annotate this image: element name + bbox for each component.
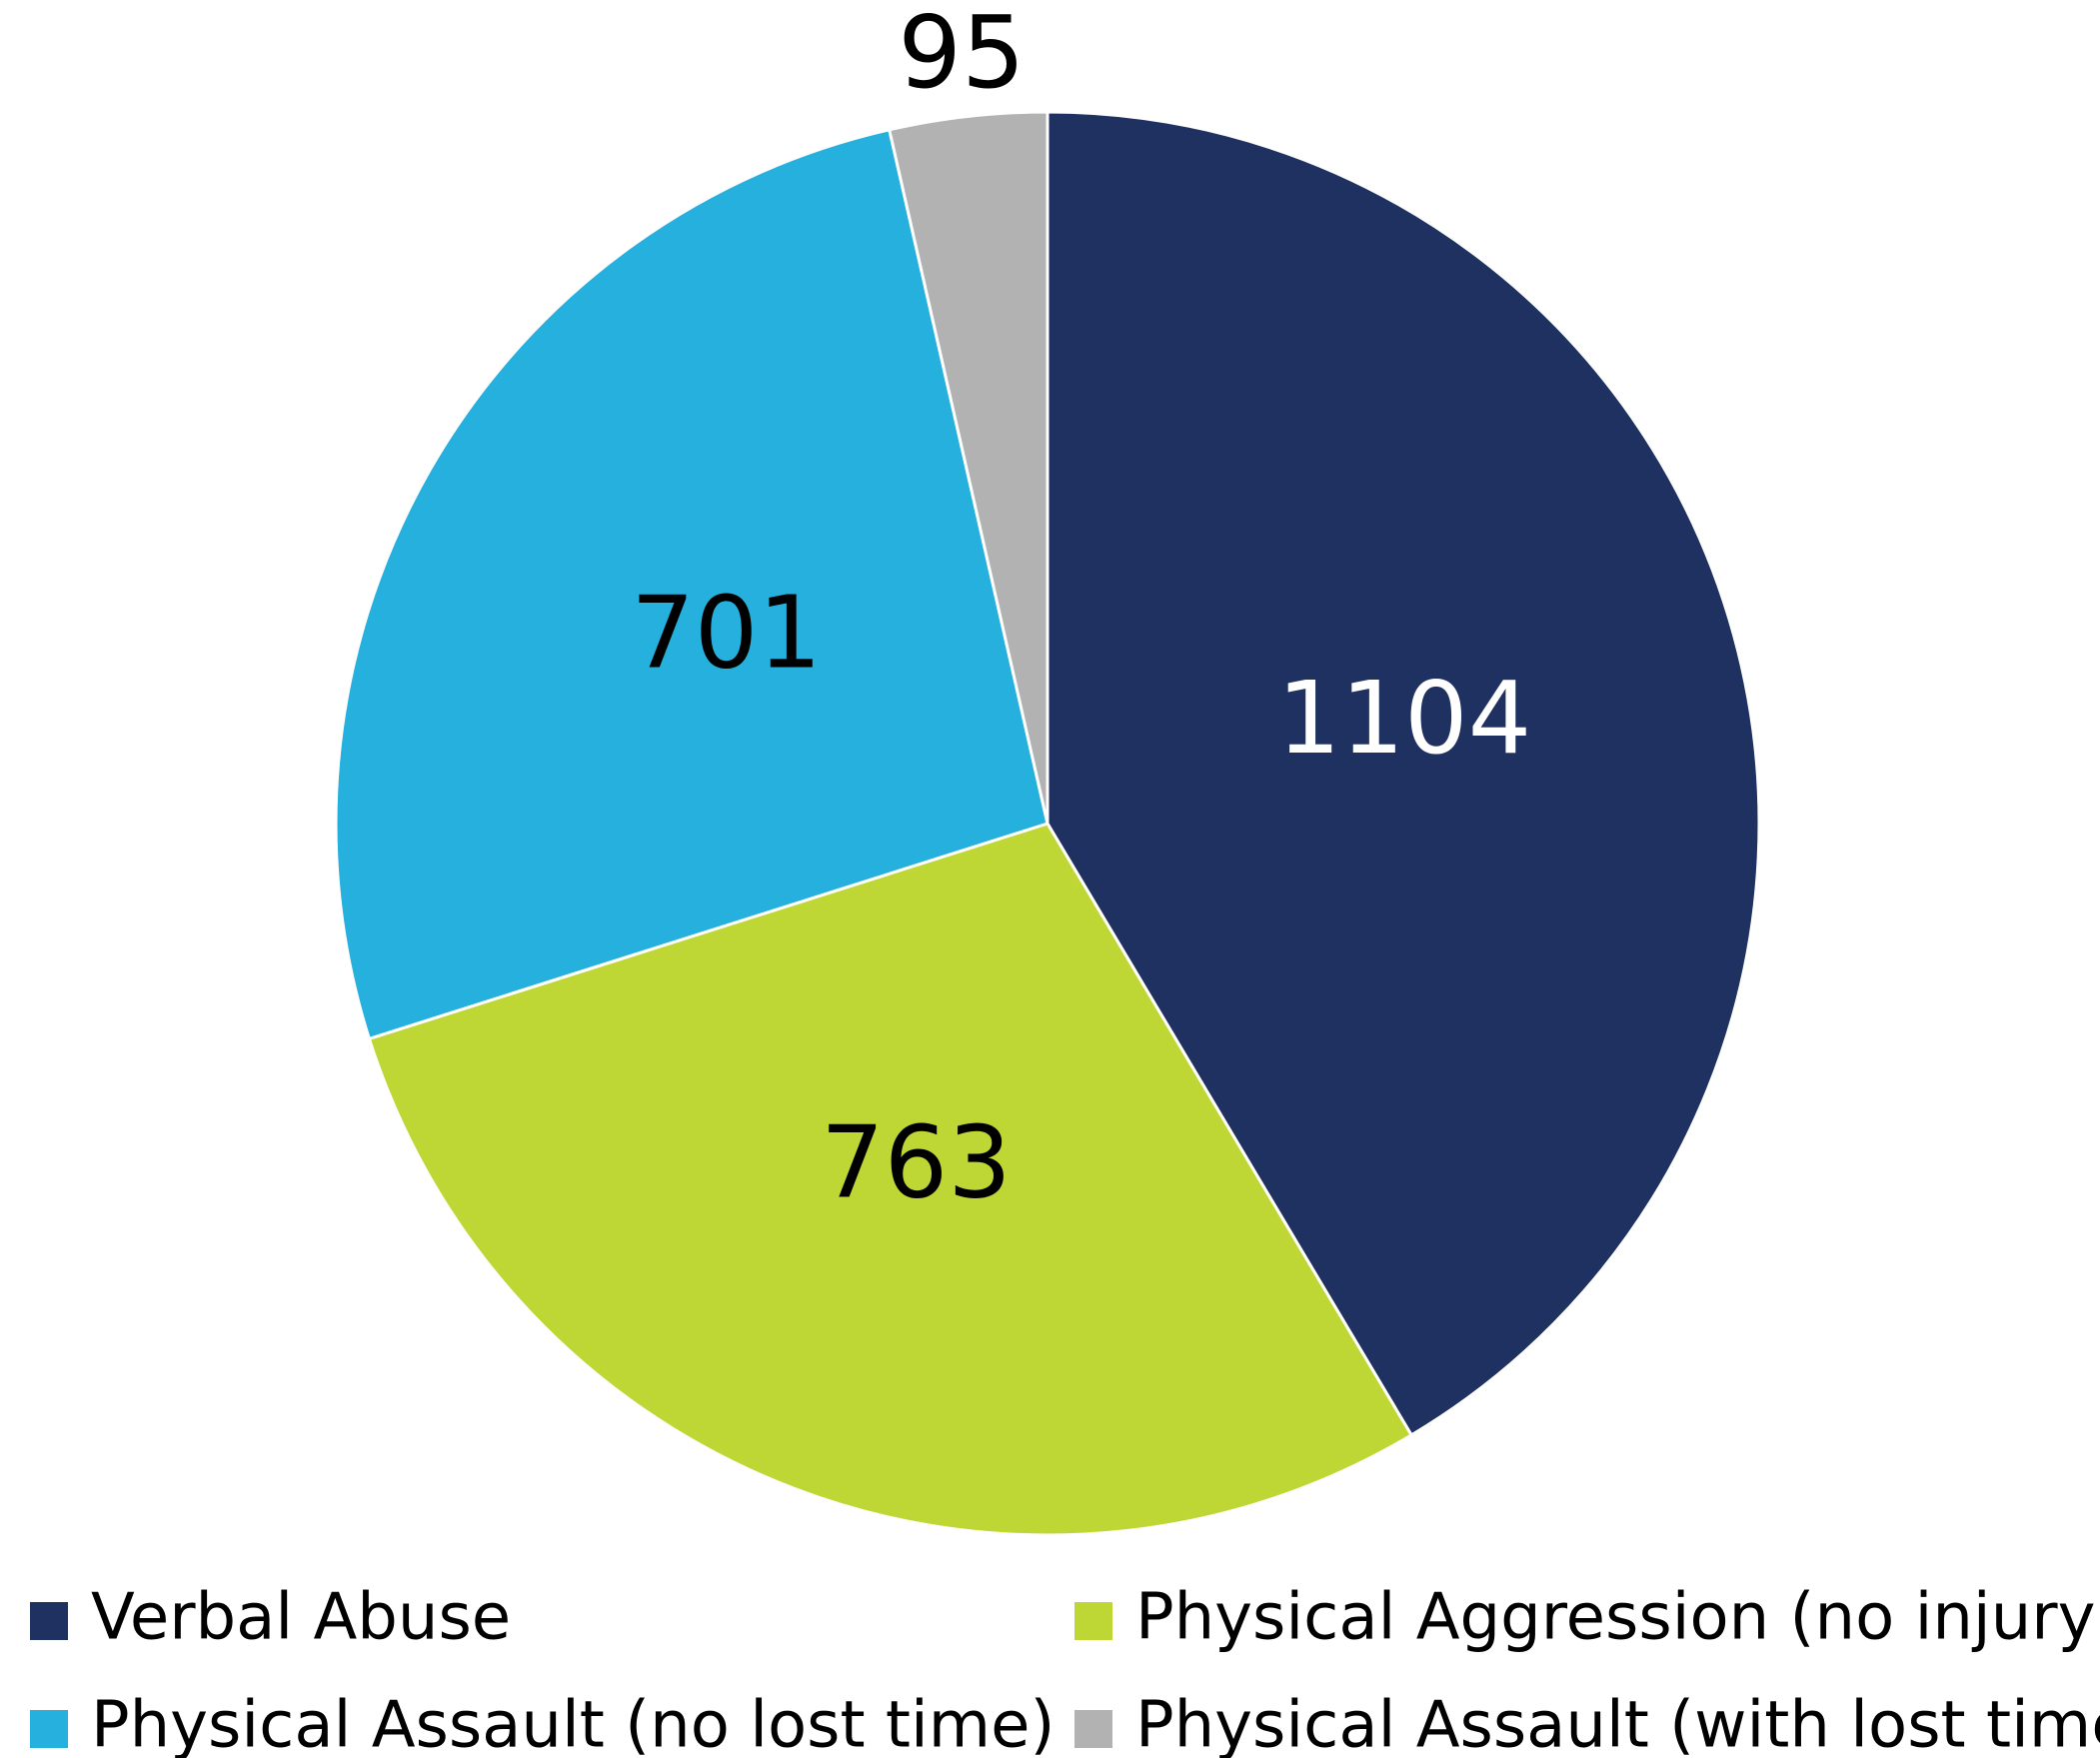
legend-label: Physical Assault (with lost time) bbox=[1135, 1689, 2100, 1758]
pie-slice bbox=[367, 822, 1414, 1537]
data-label: 1104 bbox=[1277, 660, 1532, 777]
legend-swatch bbox=[30, 1710, 68, 1748]
pie-slice bbox=[887, 110, 1050, 825]
legend-swatch bbox=[1074, 1602, 1112, 1640]
legend-swatch bbox=[30, 1602, 68, 1640]
legend-label: Physical Assault (no lost time) bbox=[91, 1689, 1054, 1758]
data-label: 95 bbox=[898, 0, 1025, 111]
legend-label: Verbal Abuse bbox=[91, 1581, 511, 1655]
pie-slice bbox=[1046, 110, 1761, 1437]
data-label: 763 bbox=[821, 1103, 1012, 1220]
legend-label: Physical Aggression (no injury) bbox=[1135, 1581, 2100, 1655]
pie-slice bbox=[334, 128, 1050, 1041]
legend-swatch bbox=[1074, 1710, 1112, 1748]
data-label: 701 bbox=[631, 574, 822, 691]
